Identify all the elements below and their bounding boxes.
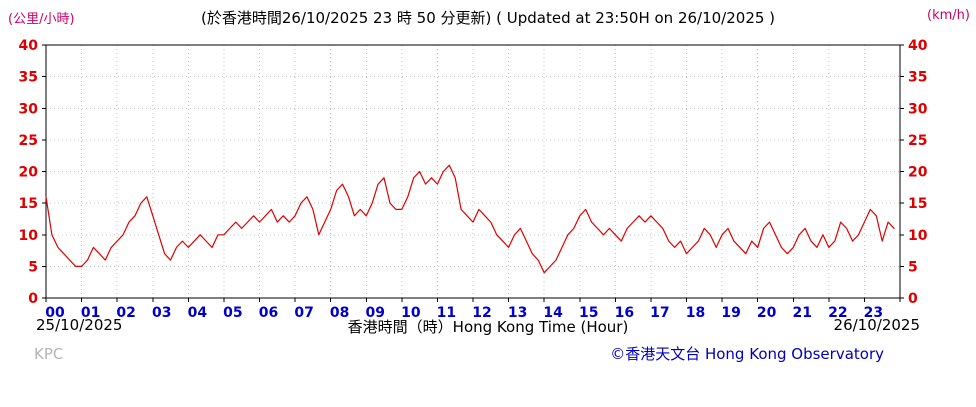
- x-tick-label: 03: [152, 305, 171, 321]
- y-tick-label-right: 20: [908, 165, 928, 181]
- y-tick-label-left: 30: [19, 101, 39, 117]
- x-tick-label: 20: [757, 305, 777, 321]
- x-tick-label: 01: [81, 305, 100, 321]
- x-tick-label: 11: [437, 305, 456, 321]
- x-axis-title: 香港時間（時）Hong Kong Time (Hour): [347, 318, 629, 336]
- x-tick-label: 23: [864, 305, 883, 321]
- y-tick-label-left: 0: [28, 291, 38, 307]
- x-tick-label: 06: [259, 305, 278, 321]
- x-tick-label: 12: [472, 305, 491, 321]
- y-tick-label-right: 30: [908, 101, 928, 117]
- x-tick-label: 21: [793, 305, 812, 321]
- y-tick-label-right: 0: [908, 291, 918, 307]
- y-tick-label-right: 15: [908, 196, 927, 212]
- x-tick-label: 09: [366, 305, 385, 321]
- observatory-copyright: ©香港天文台 Hong Kong Observatory: [610, 345, 884, 363]
- y-tick-label-left: 25: [19, 133, 38, 149]
- y-tick-label-right: 5: [908, 259, 918, 275]
- x-tick-label: 17: [650, 305, 669, 321]
- y-tick-label-left: 35: [19, 70, 38, 86]
- y-tick-label-left: 20: [19, 165, 39, 181]
- x-tick-label: 22: [828, 305, 847, 321]
- y-tick-label-left: 5: [28, 259, 38, 275]
- y-tick-label-left: 40: [19, 38, 39, 54]
- plot-border: [45, 44, 901, 299]
- end-date-label: 26/10/2025: [833, 316, 920, 334]
- y-tick-label-left: 10: [19, 228, 39, 244]
- x-tick-label: 16: [615, 305, 634, 321]
- x-tick-label: 14: [543, 305, 563, 321]
- y-tick-label-right: 25: [908, 133, 927, 149]
- left-unit-label: (公里/小時): [8, 12, 75, 27]
- x-tick-label: 04: [188, 305, 208, 321]
- y-tick-label-left: 15: [19, 196, 38, 212]
- station-code-watermark: KPC: [34, 345, 64, 363]
- wind-speed-line: [45, 164, 895, 274]
- x-tick-label: 15: [579, 305, 598, 321]
- x-tick-label: 19: [721, 305, 740, 321]
- x-tick-label: 08: [330, 305, 349, 321]
- y-tick-label-right: 35: [908, 70, 927, 86]
- x-tick-label: 18: [686, 305, 705, 321]
- y-tick-label-right: 10: [908, 228, 928, 244]
- x-tick-label: 02: [116, 305, 135, 321]
- x-tick-label: 13: [508, 305, 527, 321]
- x-tick-label: 07: [294, 305, 313, 321]
- start-date-label: 25/10/2025: [36, 316, 123, 334]
- x-tick-label: 05: [223, 305, 242, 321]
- chart-title: (於香港時間26/10/2025 23 時 50 分更新) ( Updated …: [200, 9, 776, 27]
- x-tick-label: 00: [45, 305, 65, 321]
- y-tick-label-right: 40: [908, 38, 928, 54]
- right-unit-label: (km/h): [927, 8, 970, 23]
- x-tick-label: 10: [401, 305, 421, 321]
